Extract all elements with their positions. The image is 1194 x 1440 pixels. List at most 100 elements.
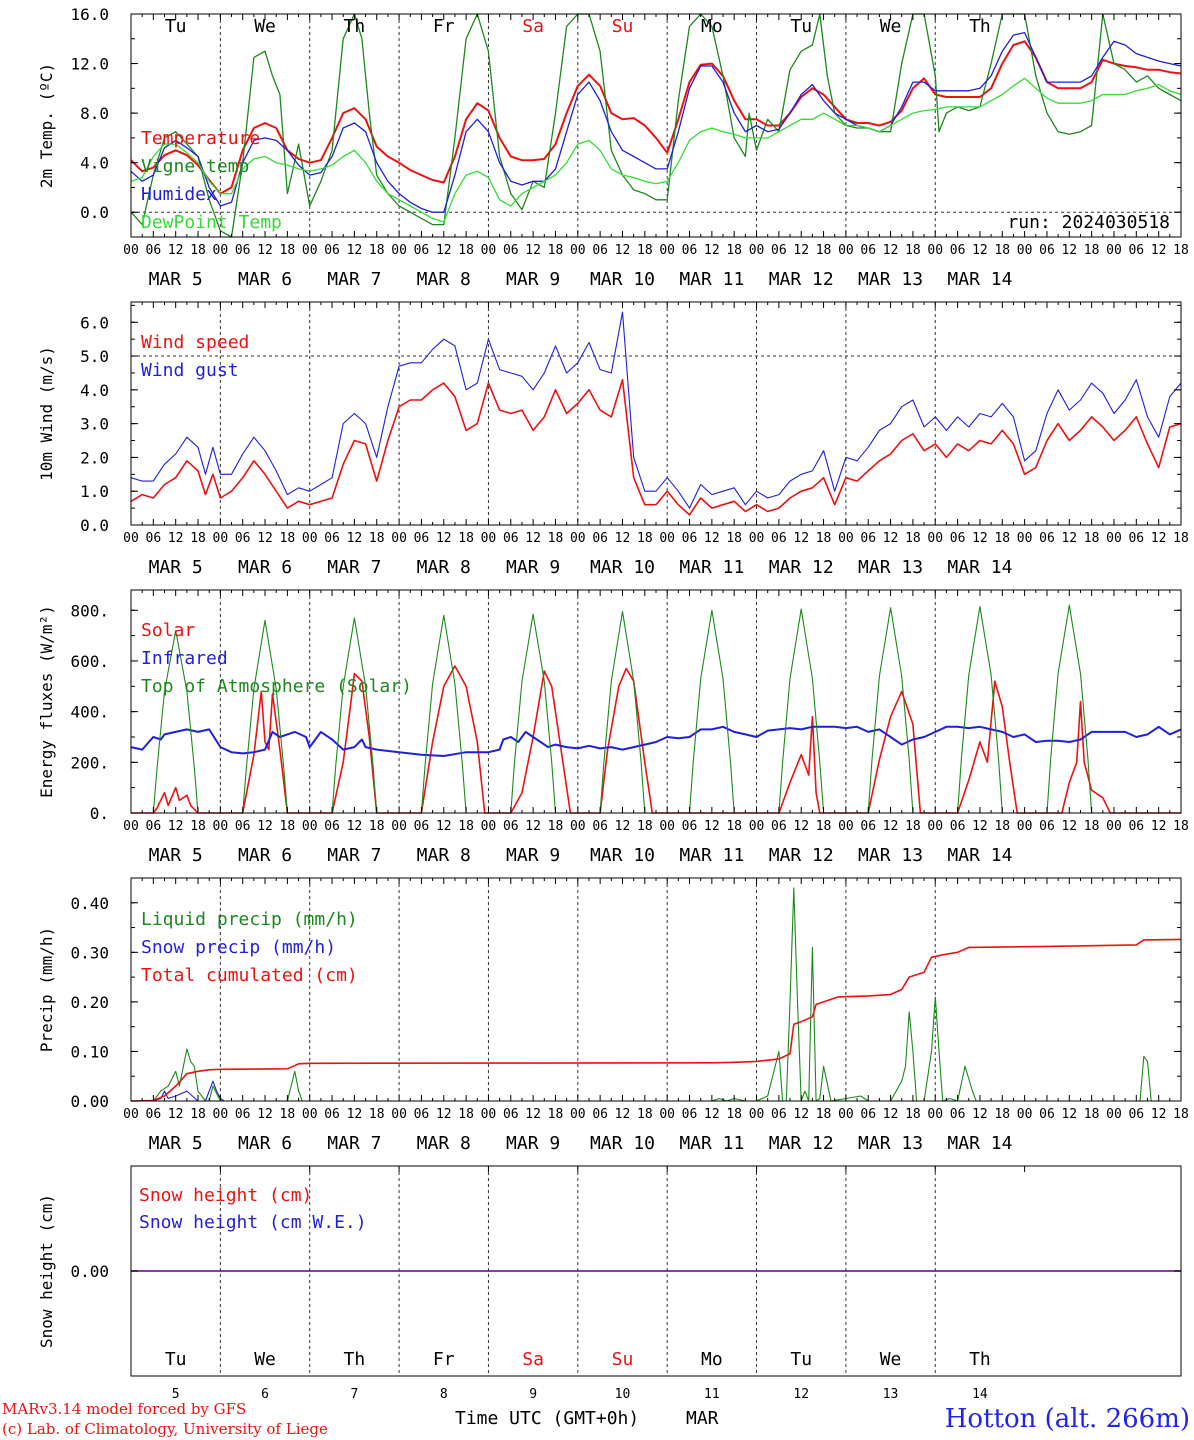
hour-tick-label: 00 bbox=[1017, 1107, 1033, 1122]
hour-tick-label: 12 bbox=[436, 819, 452, 834]
date-label: MAR 14 bbox=[947, 845, 1012, 866]
series-line bbox=[130, 13, 1182, 238]
date-label: MAR 14 bbox=[947, 269, 1012, 290]
hour-tick-label: 06 bbox=[414, 243, 430, 258]
hour-tick-label: 18 bbox=[816, 531, 832, 546]
hour-tick-label: 12 bbox=[883, 531, 899, 546]
y-tick-label: 12.0 bbox=[70, 55, 109, 74]
date-label: MAR 7 bbox=[327, 845, 381, 866]
model-credit: MARv3.14 model forced by GFS bbox=[2, 1400, 246, 1418]
hour-tick-label: 06 bbox=[1039, 1107, 1055, 1122]
hour-tick-label: 12 bbox=[615, 819, 631, 834]
date-label: MAR 7 bbox=[327, 269, 381, 290]
legend-entry: Top of Atmosphere (Solar) bbox=[141, 676, 412, 697]
y-tick-label: 16.0 bbox=[70, 5, 109, 24]
hour-tick-label: 00 bbox=[1106, 819, 1122, 834]
hour-tick-label: 12 bbox=[704, 1107, 720, 1122]
hour-tick-label: 06 bbox=[771, 819, 787, 834]
date-label: MAR 14 bbox=[947, 1133, 1012, 1154]
y-tick-label: 0.00 bbox=[70, 1092, 109, 1111]
hour-tick-label: 12 bbox=[793, 243, 809, 258]
date-label: MAR 12 bbox=[769, 269, 834, 290]
hour-tick-label: 00 bbox=[838, 243, 854, 258]
hour-tick-label: 06 bbox=[860, 243, 876, 258]
y-tick-label: 0.20 bbox=[70, 993, 109, 1012]
panel-3: 0. 200. 400. 600. 800. Energy fluxes (W/m²) So… bbox=[37, 589, 1189, 866]
hour-tick-label: 06 bbox=[860, 819, 876, 834]
hour-tick-label: 00 bbox=[123, 1107, 139, 1122]
hour-tick-label: 12 bbox=[1061, 243, 1077, 258]
hour-tick-label: 00 bbox=[838, 531, 854, 546]
hour-tick-label: 18 bbox=[905, 819, 921, 834]
hour-tick-label: 06 bbox=[324, 1107, 340, 1122]
hour-tick-label: 06 bbox=[414, 819, 430, 834]
legend-entry: Total cumulated (cm) bbox=[141, 965, 358, 986]
hour-tick-label: 00 bbox=[1017, 243, 1033, 258]
day-of-week-label: Mo bbox=[701, 1349, 723, 1370]
y-tick-label: 3.0 bbox=[80, 415, 109, 434]
hour-tick-label: 12 bbox=[436, 243, 452, 258]
date-label: MAR 8 bbox=[417, 1133, 471, 1154]
hour-tick-label: 18 bbox=[816, 243, 832, 258]
x-axis-month: MAR bbox=[686, 1408, 719, 1429]
hour-tick-label: 06 bbox=[1039, 243, 1055, 258]
hour-tick-label: 12 bbox=[168, 243, 184, 258]
y-axis-label: 2m Temp. (ºC) bbox=[37, 63, 56, 188]
hour-tick-label: 06 bbox=[950, 243, 966, 258]
hour-tick-label: 18 bbox=[726, 243, 742, 258]
hour-tick-label: 12 bbox=[883, 1107, 899, 1122]
legend-entry: Snow precip (mm/h) bbox=[141, 937, 336, 958]
hour-tick-label: 06 bbox=[146, 819, 162, 834]
hour-tick-label: 18 bbox=[369, 243, 385, 258]
hour-tick-label: 18 bbox=[548, 531, 564, 546]
hour-tick-label: 18 bbox=[905, 531, 921, 546]
legend-entry: Liquid precip (mm/h) bbox=[141, 909, 358, 930]
hour-tick-label: 12 bbox=[347, 531, 363, 546]
hour-tick-label: 18 bbox=[994, 243, 1010, 258]
footer: MARv3.14 model forced by GFS (c) Lab. of… bbox=[2, 1400, 1190, 1438]
hour-tick-label: 12 bbox=[257, 243, 273, 258]
day-number-label: 5 bbox=[172, 1387, 180, 1402]
hour-tick-label: 18 bbox=[994, 819, 1010, 834]
hour-tick-label: 18 bbox=[280, 243, 296, 258]
hour-tick-label: 00 bbox=[213, 819, 229, 834]
hour-tick-label: 12 bbox=[1061, 819, 1077, 834]
hour-tick-label: 06 bbox=[860, 531, 876, 546]
day-of-week-label: Tu bbox=[165, 16, 187, 37]
hour-tick-label: 18 bbox=[1173, 819, 1189, 834]
hour-tick-label: 12 bbox=[1151, 243, 1167, 258]
hour-tick-label: 00 bbox=[570, 243, 586, 258]
day-of-week-label: Su bbox=[612, 16, 634, 37]
hour-tick-label: 12 bbox=[793, 819, 809, 834]
date-label: MAR 6 bbox=[238, 269, 292, 290]
legend-entry: Vigne temp bbox=[141, 156, 249, 177]
hour-tick-label: 18 bbox=[458, 243, 474, 258]
hour-tick-label: 12 bbox=[168, 531, 184, 546]
hour-tick-label: 00 bbox=[213, 531, 229, 546]
hour-tick-label: 18 bbox=[637, 243, 653, 258]
day-number-label: 8 bbox=[440, 1387, 448, 1402]
hour-tick-label: 06 bbox=[950, 531, 966, 546]
y-tick-label: 0.40 bbox=[70, 894, 109, 913]
hour-tick-label: 12 bbox=[1061, 1107, 1077, 1122]
y-tick-label: 400. bbox=[70, 703, 109, 722]
hour-tick-label: 18 bbox=[548, 819, 564, 834]
hour-tick-label: 18 bbox=[369, 819, 385, 834]
hour-tick-label: 18 bbox=[637, 819, 653, 834]
hour-tick-label: 18 bbox=[905, 243, 921, 258]
hour-tick-label: 12 bbox=[347, 1107, 363, 1122]
date-label: MAR 13 bbox=[858, 557, 923, 578]
day-of-week-label: Tu bbox=[790, 16, 812, 37]
y-axis-label: Precip (mm/h) bbox=[37, 927, 56, 1052]
y-tick-label: 2.0 bbox=[80, 448, 109, 467]
series-line bbox=[130, 40, 1182, 195]
y-tick-label: 200. bbox=[70, 753, 109, 772]
hour-tick-label: 06 bbox=[682, 243, 698, 258]
hour-tick-label: 00 bbox=[927, 819, 943, 834]
hour-tick-label: 12 bbox=[793, 1107, 809, 1122]
hour-tick-label: 18 bbox=[637, 531, 653, 546]
hour-tick-label: 06 bbox=[503, 243, 519, 258]
hour-tick-label: 12 bbox=[257, 819, 273, 834]
hour-tick-label: 18 bbox=[190, 1107, 206, 1122]
y-tick-label: 0.0 bbox=[80, 516, 109, 535]
